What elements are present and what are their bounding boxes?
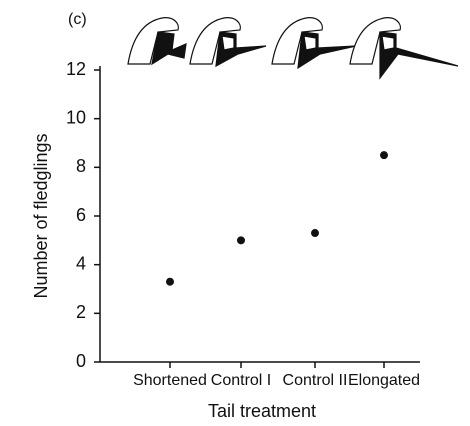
- y-tick-label: 0: [76, 351, 86, 371]
- x-tick-label: Shortened: [133, 372, 207, 389]
- x-tick-label: Control I: [211, 372, 271, 389]
- x-tick-label: Elongated: [348, 372, 420, 389]
- bird-icons: [127, 17, 459, 80]
- dot: [237, 236, 245, 245]
- y-tick-label: 4: [76, 253, 86, 273]
- y-tick-label: 6: [76, 205, 86, 225]
- y-tick-label: 10: [66, 107, 86, 127]
- dot: [166, 277, 174, 286]
- x-axis-label: Tail treatment: [208, 401, 316, 421]
- y-tick-label: 8: [76, 156, 86, 176]
- chart-title: (c): [68, 11, 87, 28]
- x-tick-label: Control II: [283, 372, 348, 389]
- dot: [311, 229, 319, 238]
- dot: [380, 151, 388, 160]
- y-tick-label: 2: [76, 302, 86, 322]
- y-axis-label: Number of fledglings: [31, 133, 51, 298]
- y-tick-label: 12: [66, 59, 86, 79]
